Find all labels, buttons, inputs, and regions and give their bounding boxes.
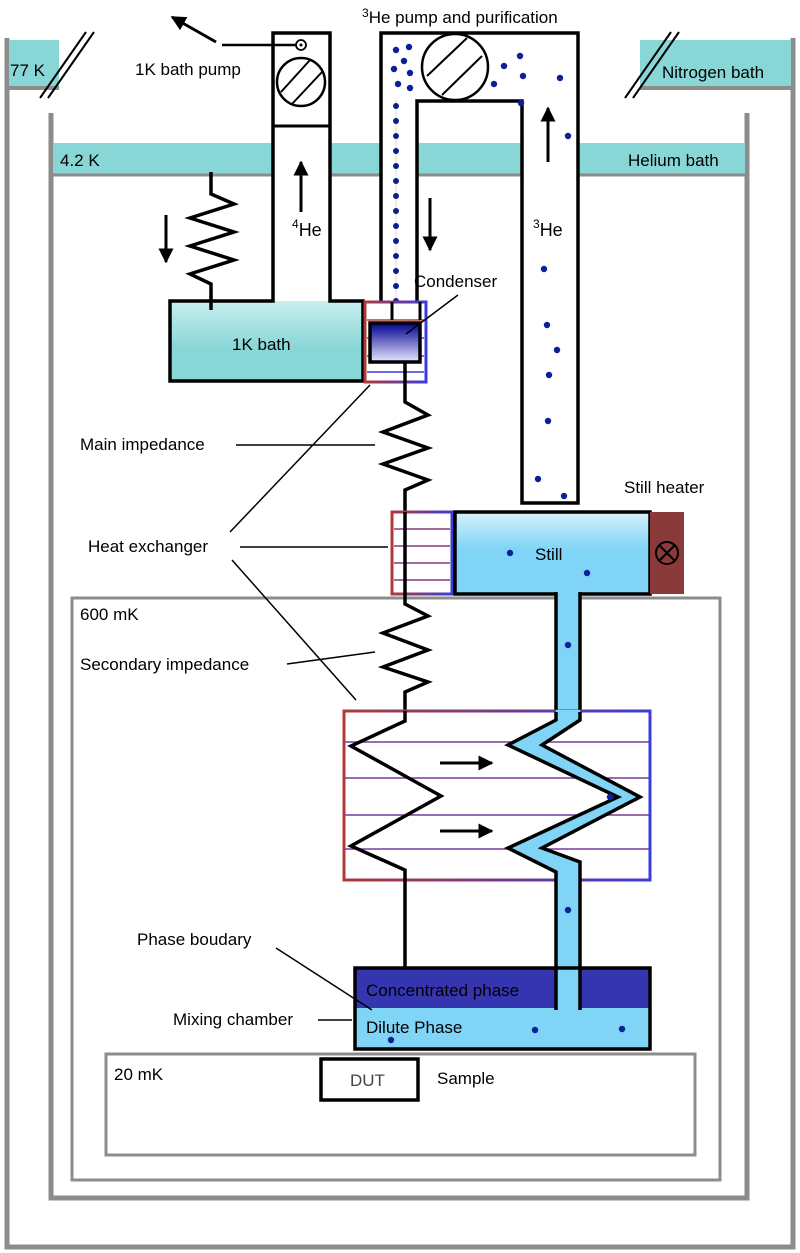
20mk-label: 20 mK — [114, 1065, 164, 1084]
bath-fill-line — [158, 172, 240, 310]
600mk-label: 600 mK — [80, 605, 139, 624]
heat-exchanger-label: Heat exchanger — [88, 537, 208, 556]
he3-pump-label: 3He pump and purification — [362, 6, 558, 27]
condenser-leader — [405, 294, 459, 335]
still-heater — [650, 512, 684, 594]
600mk-shield — [70, 596, 722, 1182]
sample-label: Sample — [437, 1069, 495, 1088]
still-dots — [506, 549, 591, 577]
concentrated-phase-label: Concentrated phase — [366, 981, 519, 1000]
77k-label: 77 K — [10, 61, 46, 80]
he4-label: 4He — [292, 217, 322, 240]
he3-pump-box — [379, 31, 580, 505]
helium-bath-label: Helium bath — [628, 151, 719, 170]
he3-text: He — [540, 220, 563, 240]
1k-bath-pump-label: 1K bath pump — [135, 60, 241, 79]
still-heater-label: Still heater — [624, 478, 705, 497]
he4-superscript: 4 — [292, 217, 299, 231]
he3-label: 3He — [533, 217, 563, 240]
main-impedance-label: Main impedance — [80, 435, 205, 454]
condenser-hx — [363, 300, 428, 400]
helium-dewar — [48, 113, 750, 1201]
nitrogen-shield — [4, 38, 796, 1250]
condenser-label: Condenser — [414, 272, 498, 291]
secondary-impedance-leader — [286, 651, 376, 665]
nitrogen-break-marks — [39, 31, 680, 99]
dilute-phase-label: Dilute Phase — [366, 1018, 462, 1037]
mixing-chamber-label: Mixing chamber — [173, 1010, 293, 1029]
mixing-chamber — [353, 966, 652, 1051]
he3-pump-text: He pump and purification — [369, 8, 558, 27]
he3-dots — [390, 43, 572, 520]
1k-bath-label: 1K bath — [232, 335, 291, 354]
4-2k-label: 4.2 K — [60, 151, 100, 170]
still-chamber — [453, 510, 652, 596]
1k-pump-line — [168, 15, 365, 383]
secondary-impedance-label: Secondary impedance — [80, 655, 249, 674]
he3-pump-icon — [420, 32, 490, 102]
dilute-tube-upper — [554, 592, 582, 712]
20mk-plate — [104, 1052, 697, 1157]
phase-boundary-leader — [275, 947, 373, 1011]
he4-text: He — [299, 220, 322, 240]
main-hx — [342, 709, 652, 970]
nitrogen-bath-label: Nitrogen bath — [662, 63, 764, 82]
dut-box — [319, 1057, 420, 1102]
main-impedance — [377, 362, 434, 512]
phase-boundary-label: Phase boudary — [137, 930, 252, 949]
still-hx — [390, 510, 454, 596]
secondary-impedance — [377, 594, 433, 715]
he3-pump-superscript: 3 — [362, 6, 369, 20]
dut-label: DUT — [350, 1071, 385, 1090]
1k-pump-icon — [275, 56, 327, 108]
heat-exchanger-leaders — [229, 384, 388, 701]
heater-icon — [655, 541, 679, 565]
he3-superscript: 3 — [533, 217, 540, 231]
still-label: Still — [535, 545, 562, 564]
